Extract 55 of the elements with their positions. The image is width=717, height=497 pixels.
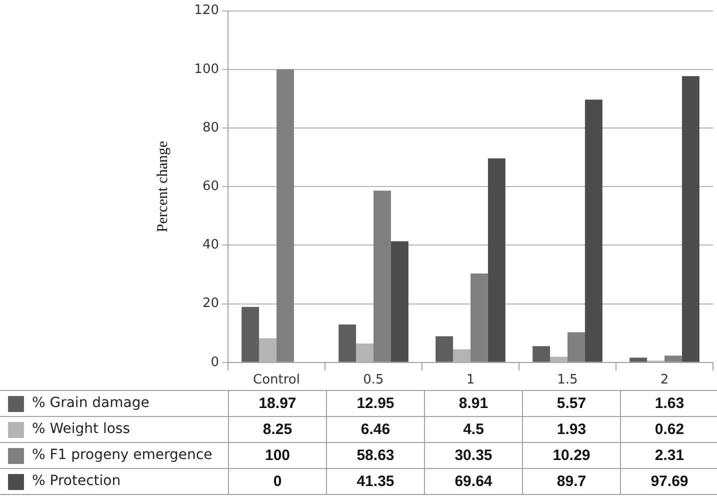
data-label: 18.97	[228, 390, 326, 416]
data-label: 10.29	[522, 442, 620, 468]
bar	[436, 336, 454, 362]
data-label: 8.25	[228, 416, 326, 442]
bar	[584, 100, 602, 362]
y-tick-label: 120	[194, 3, 219, 18]
bar	[664, 356, 682, 362]
data-label: 6.46	[326, 416, 424, 442]
x-tick-label: Control	[253, 372, 300, 388]
data-label: 0	[228, 468, 326, 494]
legend-label: % Protection	[32, 474, 121, 490]
bar	[488, 158, 506, 362]
x-tick-label: 2	[660, 372, 669, 388]
bar	[390, 241, 408, 362]
data-label: 69.64	[424, 468, 522, 494]
y-tick-label: 100	[194, 62, 219, 77]
data-label: 2.31	[620, 442, 717, 468]
data-label: 58.63	[326, 442, 424, 468]
bar	[532, 346, 550, 362]
x-tick-label: 1	[466, 372, 475, 388]
bar	[338, 324, 356, 362]
bar	[259, 338, 276, 362]
legend-label: % Weight loss	[32, 422, 130, 438]
bar	[276, 69, 294, 362]
data-label: 89.7	[522, 468, 620, 494]
data-label: 8.91	[424, 390, 522, 416]
data-label: 1.63	[620, 390, 717, 416]
y-tick-label: 80	[202, 120, 219, 136]
legend-label: % F1 progeny emergence	[32, 448, 212, 464]
data-label: 0.62	[620, 416, 717, 442]
x-tick-label: 0.5	[363, 372, 384, 388]
y-tick-label: 60	[202, 178, 219, 194]
data-label: 97.69	[620, 468, 717, 494]
data-label: 41.35	[326, 468, 424, 494]
data-label: 30.35	[424, 442, 522, 468]
data-label: 12.95	[326, 390, 424, 416]
bar	[568, 332, 585, 362]
x-tick-label: 1.5	[557, 372, 578, 388]
bar	[453, 349, 470, 362]
bar	[242, 306, 260, 362]
bar	[630, 358, 648, 362]
data-label: 100	[228, 442, 326, 468]
data-label: 4.5	[424, 416, 522, 442]
bar	[356, 343, 374, 362]
data-label: 1.93	[522, 416, 620, 442]
bar	[682, 76, 700, 362]
bar	[550, 356, 568, 362]
bar	[374, 190, 391, 362]
y-tick-label: 20	[202, 296, 219, 312]
y-axis-title: Percent change	[154, 140, 171, 232]
y-tick-label: 0	[210, 354, 219, 370]
data-label: 5.57	[522, 390, 620, 416]
y-tick-label: 40	[202, 238, 219, 253]
legend-label: % Grain damage	[32, 396, 150, 412]
bar	[470, 273, 488, 362]
